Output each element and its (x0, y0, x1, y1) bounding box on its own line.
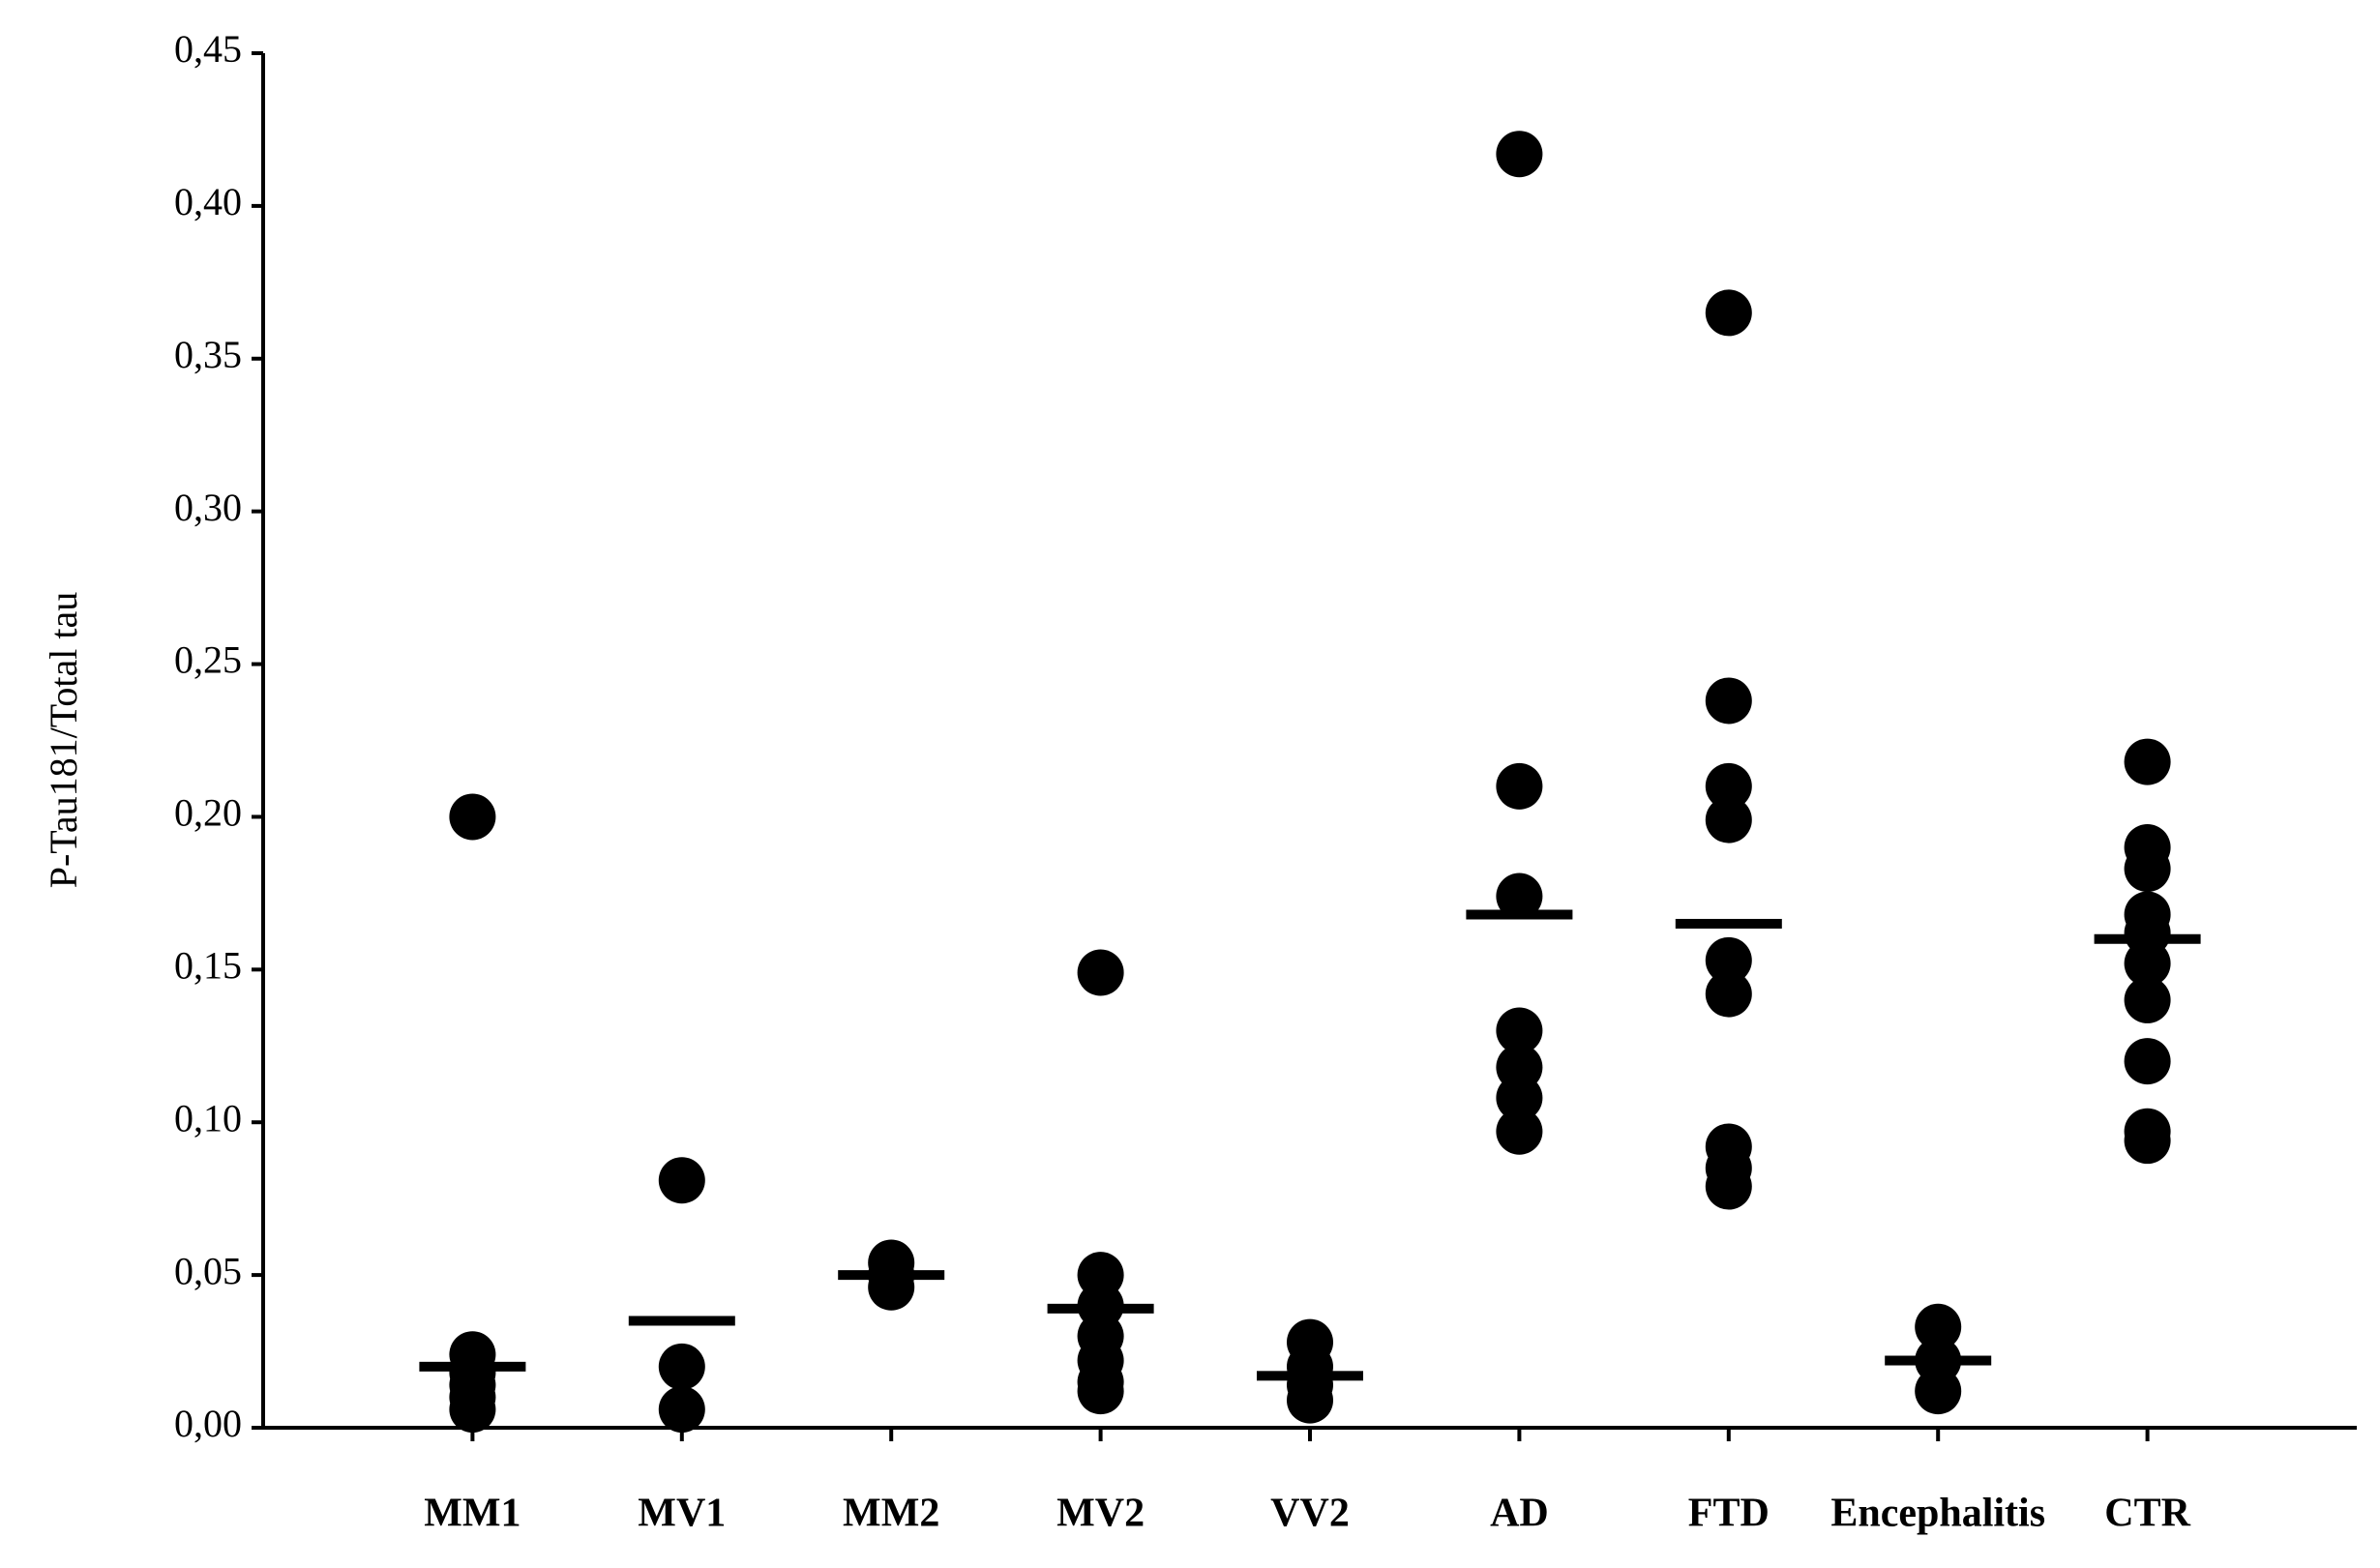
x-tick-label: MV1 (638, 1492, 726, 1536)
data-point (1496, 1007, 1543, 1054)
x-tick-label: MM1 (424, 1492, 521, 1536)
y-tick-label: 0,10 (174, 1096, 242, 1139)
y-tick-label: 0,30 (174, 486, 242, 529)
data-point (1705, 936, 1752, 984)
data-point (1496, 873, 1543, 920)
x-tick-label: CTR (2104, 1492, 2190, 1536)
y-tick-label: 0,40 (174, 180, 242, 223)
y-tick-label: 0,15 (174, 944, 242, 988)
y-tick-label: 0,00 (174, 1402, 242, 1445)
data-point (1915, 1303, 1962, 1350)
data-point (1496, 1108, 1543, 1155)
data-point (1496, 131, 1543, 178)
y-tick-label: 0,20 (174, 791, 242, 835)
median-bar (1466, 909, 1573, 920)
data-point (449, 1386, 496, 1434)
median-bar (838, 1270, 945, 1281)
data-point (1705, 762, 1752, 810)
data-point (2124, 845, 2171, 893)
median-bar (1047, 1303, 1154, 1314)
y-tick-label: 0,05 (174, 1249, 242, 1292)
x-tick-label: FTD (1688, 1492, 1770, 1536)
data-point (1077, 949, 1124, 996)
data-point (449, 793, 496, 841)
x-tick-label: VV2 (1270, 1492, 1350, 1536)
y-tick-label: 0,25 (174, 638, 242, 682)
y-tick-label: 0,45 (174, 27, 242, 71)
data-point (1496, 1074, 1543, 1121)
data-point (2124, 1038, 2171, 1085)
data-point (1077, 1368, 1124, 1415)
x-tick-label: AD (1490, 1492, 1549, 1536)
data-point (2124, 1117, 2171, 1165)
data-point (1705, 677, 1752, 725)
data-point (658, 1157, 705, 1204)
data-point (2124, 738, 2171, 785)
median-bar (1257, 1371, 1363, 1381)
x-tick-label: MM2 (843, 1492, 939, 1536)
median-bar (2094, 933, 2201, 944)
median-bar (628, 1316, 735, 1326)
data-point (1705, 289, 1752, 337)
data-point (2124, 976, 2171, 1023)
data-point (1705, 1163, 1752, 1210)
y-tick-label: 0,35 (174, 333, 242, 376)
y-axis-label: P-Tau181/Total tau (42, 592, 85, 889)
data-point (658, 1386, 705, 1434)
x-tick-label: MV2 (1056, 1492, 1145, 1536)
data-point (1705, 796, 1752, 843)
data-point (2124, 940, 2171, 988)
x-tick-label: Encephalitis (1830, 1492, 2045, 1536)
median-bar (1675, 918, 1782, 929)
data-point (1287, 1376, 1333, 1424)
data-point (658, 1343, 705, 1390)
data-point (1915, 1368, 1962, 1415)
median-bar (1885, 1355, 1992, 1366)
data-point (1705, 970, 1752, 1018)
median-bar (419, 1361, 526, 1372)
data-point (1496, 762, 1543, 810)
